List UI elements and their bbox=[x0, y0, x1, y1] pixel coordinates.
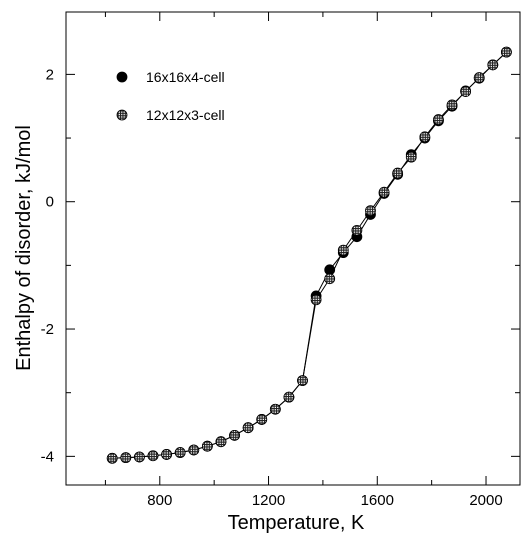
data-point bbox=[351, 224, 363, 236]
data-point bbox=[201, 440, 213, 452]
data-point bbox=[188, 444, 200, 456]
y-tick-label: 2 bbox=[46, 66, 54, 83]
plot-frame bbox=[65, 11, 521, 486]
data-point bbox=[161, 449, 172, 460]
legend-marker bbox=[116, 71, 128, 83]
data-point bbox=[473, 72, 485, 83]
data-point bbox=[147, 450, 159, 462]
y-axis-title: Enthalpy of disorder, kJ/mol bbox=[13, 125, 35, 371]
y-tick-label: 0 bbox=[46, 194, 54, 211]
data-point bbox=[310, 294, 322, 306]
data-point bbox=[283, 391, 295, 403]
data-point bbox=[215, 436, 227, 448]
data-point bbox=[487, 59, 499, 71]
data-point bbox=[269, 403, 281, 415]
data-point bbox=[378, 186, 390, 198]
data-point bbox=[433, 114, 444, 125]
y-tick-label: -4 bbox=[41, 448, 54, 465]
axis-ticks: 800 1200 1600 2000 -4 -2 0 2 bbox=[41, 12, 520, 509]
data-point bbox=[229, 429, 240, 441]
data-point bbox=[446, 99, 458, 111]
data-point bbox=[501, 46, 512, 58]
data-point bbox=[134, 451, 145, 463]
x-axis-title: Temperature, K bbox=[228, 512, 365, 534]
data-point bbox=[460, 86, 472, 97]
data-point bbox=[324, 273, 336, 285]
data-point bbox=[174, 447, 186, 458]
y-tick-label: -2 bbox=[41, 321, 54, 338]
series-markers bbox=[106, 46, 512, 464]
data-point bbox=[120, 452, 132, 464]
data-point bbox=[365, 205, 376, 217]
legend-label: 16x16x4-cell bbox=[146, 69, 225, 85]
data-point bbox=[242, 422, 254, 434]
x-tick-label: 800 bbox=[147, 492, 172, 509]
data-point bbox=[256, 414, 268, 425]
data-point bbox=[337, 244, 349, 256]
x-tick-label: 1200 bbox=[252, 492, 285, 509]
x-tick-label: 2000 bbox=[469, 492, 502, 509]
data-point bbox=[392, 167, 404, 179]
legend-marker bbox=[116, 109, 128, 121]
data-point bbox=[324, 264, 336, 276]
legend-label: 12x12x3-cell bbox=[146, 107, 225, 123]
legend: 16x16x4-cell 12x12x3-cell bbox=[116, 69, 225, 123]
x-tick-label: 1600 bbox=[361, 492, 394, 509]
data-point bbox=[106, 452, 118, 464]
data-point bbox=[419, 131, 431, 143]
data-point bbox=[405, 151, 417, 163]
data-point bbox=[297, 375, 308, 386]
